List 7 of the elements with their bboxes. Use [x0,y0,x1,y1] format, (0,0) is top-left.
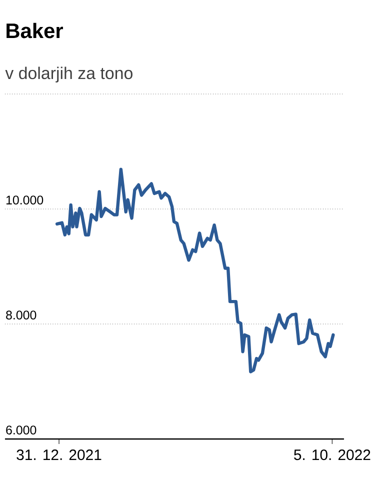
x-tick-label: 31. 12. 2021 [16,450,102,460]
y-tick-label: 8.000 [6,310,36,320]
chart-title: Baker [6,22,63,38]
y-tick-label: 6.000 [6,426,36,434]
chart-subtitle: v dolarjih za tono [5,66,132,83]
y-tick-label: 10.000 [6,196,43,204]
x-tick-label: 5. 10. 2022 [294,450,370,460]
